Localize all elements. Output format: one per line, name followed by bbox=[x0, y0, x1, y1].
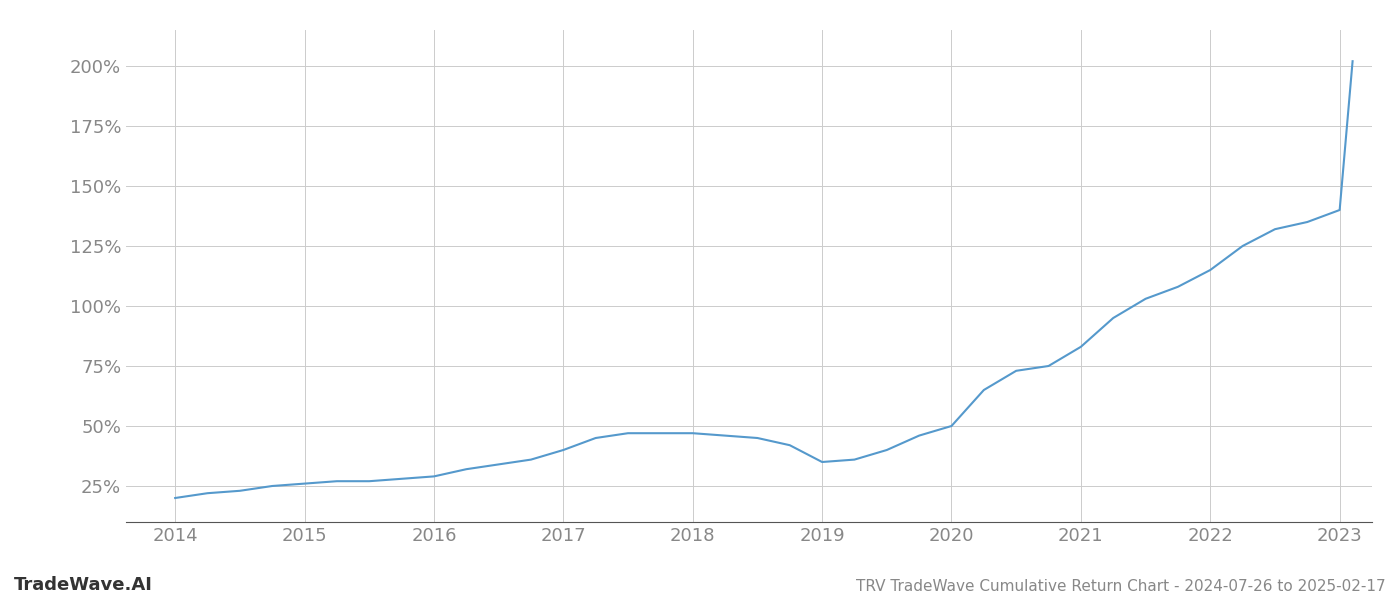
Text: TradeWave.AI: TradeWave.AI bbox=[14, 576, 153, 594]
Text: TRV TradeWave Cumulative Return Chart - 2024-07-26 to 2025-02-17: TRV TradeWave Cumulative Return Chart - … bbox=[857, 579, 1386, 594]
